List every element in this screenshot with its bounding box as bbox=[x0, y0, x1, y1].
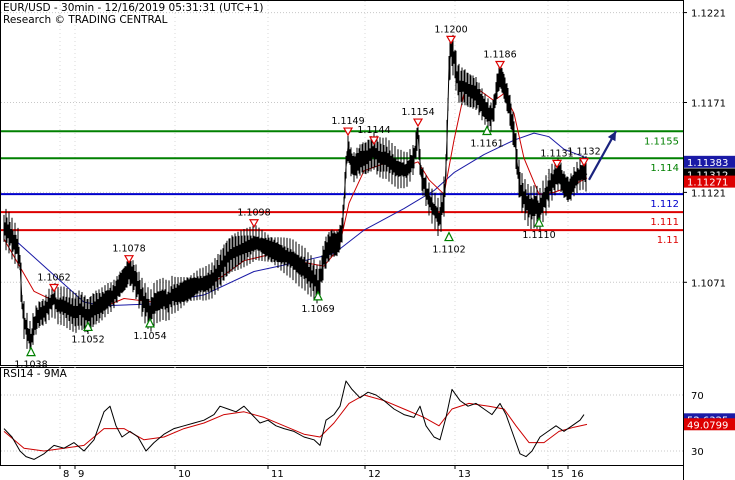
x-tick-label: 10 bbox=[178, 469, 191, 480]
x-tick-label: 13 bbox=[458, 469, 471, 480]
level-label: 1.114 bbox=[650, 163, 679, 174]
y-tick-label: 1.1221 bbox=[691, 9, 726, 20]
swing-low-marker bbox=[482, 125, 492, 136]
rsi-tick-label: 70 bbox=[691, 391, 704, 402]
swing-high-marker bbox=[412, 118, 424, 128]
swing-low-label: 1.1110 bbox=[522, 230, 555, 241]
x-tick-label: 16 bbox=[571, 469, 584, 480]
swing-low-marker bbox=[145, 317, 155, 328]
level-label: 1.1155 bbox=[644, 136, 679, 147]
swing-low-marker bbox=[26, 346, 36, 357]
swing-high-marker bbox=[494, 60, 506, 70]
price-tag bbox=[684, 175, 735, 188]
x-tick-label: 9 bbox=[78, 469, 84, 480]
swing-high-label: 1.1131 bbox=[540, 148, 573, 159]
forecast-arrowhead bbox=[607, 131, 616, 142]
swing-high-label: 1.1200 bbox=[434, 24, 467, 35]
y-tick-label: 1.1071 bbox=[691, 278, 726, 289]
swing-high-label: 1.1078 bbox=[112, 244, 145, 255]
swing-high-label: 1.1154 bbox=[401, 107, 434, 118]
level-label: 1.112 bbox=[650, 199, 679, 210]
x-tick-label: 11 bbox=[271, 469, 284, 480]
rsi-panel-frame bbox=[0, 367, 684, 466]
price-line bbox=[3, 49, 588, 343]
swing-low-label: 1.1052 bbox=[71, 334, 104, 345]
rsi-value-tag-label: 49.0799 bbox=[687, 420, 728, 431]
swing-high-label: 1.1144 bbox=[357, 125, 390, 136]
swing-low-label: 1.1038 bbox=[14, 360, 47, 371]
swing-high-label: 1.1186 bbox=[483, 50, 516, 61]
swing-low-marker bbox=[534, 216, 544, 227]
swing-high-marker bbox=[48, 283, 60, 293]
rsi-tick-label: 30 bbox=[691, 447, 704, 458]
chart-subtitle: Research © TRADING CENTRAL bbox=[3, 14, 168, 26]
price-tag bbox=[684, 155, 735, 168]
swing-high-marker bbox=[123, 255, 135, 264]
swing-high-label: 1.1062 bbox=[37, 272, 70, 283]
rsi-label: RSI14 - 9MA bbox=[3, 368, 67, 380]
swing-high-label: 1.1132 bbox=[567, 147, 600, 158]
price-tag-label: 1.11271 bbox=[687, 178, 728, 189]
swing-high-marker bbox=[248, 219, 260, 228]
swing-high-marker bbox=[578, 158, 590, 167]
swing-low-marker bbox=[444, 231, 454, 242]
swing-low-label: 1.1161 bbox=[470, 138, 503, 149]
swing-low-label: 1.1102 bbox=[432, 245, 465, 256]
swing-high-label: 1.1149 bbox=[331, 116, 364, 127]
y-tick-label: 1.1171 bbox=[691, 98, 726, 109]
rsi-line bbox=[3, 380, 585, 460]
swing-low-label: 1.1069 bbox=[301, 304, 334, 315]
swing-low-marker bbox=[83, 321, 93, 332]
swing-high-marker bbox=[551, 159, 563, 169]
y-tick-label: 1.1121 bbox=[691, 188, 726, 199]
swing-high-label: 1.1098 bbox=[237, 208, 270, 219]
swing-high-marker bbox=[342, 127, 354, 137]
x-tick-label: 8 bbox=[63, 469, 69, 480]
swing-high-marker bbox=[368, 136, 380, 146]
rsi-value-tag bbox=[684, 418, 735, 431]
x-tick-label: 12 bbox=[368, 469, 381, 480]
x-tick-label: 15 bbox=[551, 469, 564, 480]
price-tag-label: 1.11383 bbox=[687, 158, 728, 169]
swing-low-label: 1.1054 bbox=[133, 331, 166, 342]
rsi-ma-line bbox=[3, 394, 588, 452]
forecast-arrow-line bbox=[588, 130, 617, 181]
swing-high-marker bbox=[445, 35, 457, 45]
level-label: 1.111 bbox=[650, 217, 679, 228]
level-label: 1.11 bbox=[657, 235, 679, 246]
chart-title: EUR/USD - 30min - 12/16/2019 05:31:31 (U… bbox=[3, 2, 264, 14]
swing-low-marker bbox=[313, 290, 323, 301]
